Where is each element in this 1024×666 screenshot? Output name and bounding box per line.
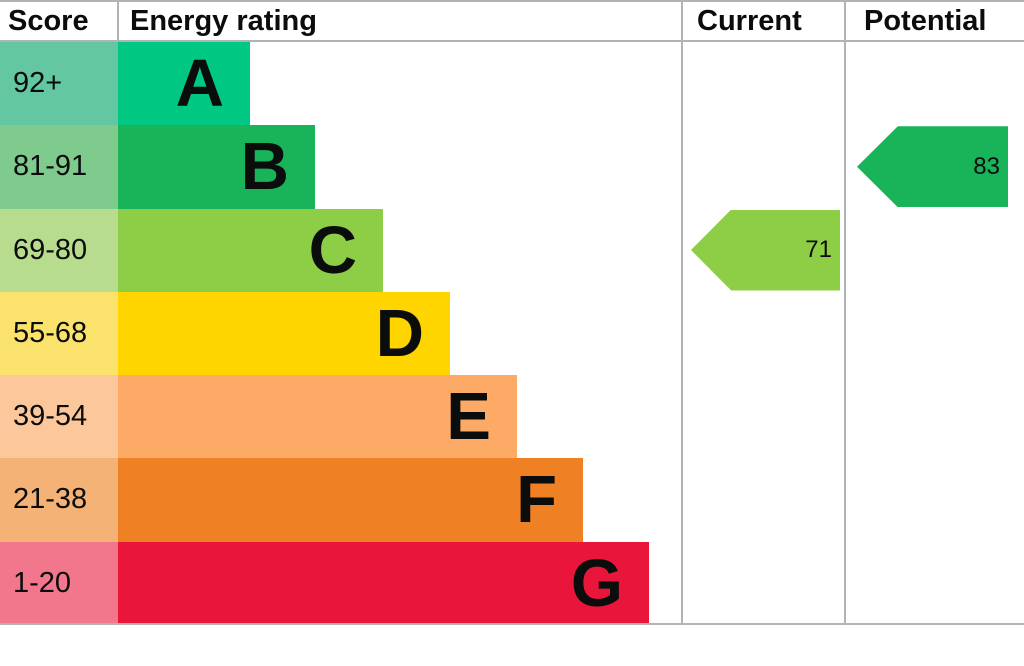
- potential-rating-value: 83: [973, 152, 1000, 180]
- band-letter: E: [446, 379, 491, 455]
- band-row: 81-91 B: [0, 125, 1024, 209]
- current-rating-value: 71: [805, 236, 832, 264]
- band-score-range: 81-91: [0, 125, 118, 209]
- border-header-bottom-line: [0, 40, 1024, 42]
- band-score-range: 69-80: [0, 208, 118, 292]
- band-bar: B: [118, 125, 315, 209]
- header-score: Score: [8, 4, 89, 37]
- band-row: 1-20 G: [0, 541, 1024, 625]
- divider-score-rating: [117, 0, 119, 42]
- band-score-range: 55-68: [0, 291, 118, 376]
- band-letter: D: [375, 295, 424, 371]
- band-bar: C: [118, 208, 383, 292]
- header-energy-rating: Energy rating: [130, 4, 317, 37]
- band-bar: G: [118, 541, 649, 625]
- band-bar: E: [118, 375, 517, 459]
- divider-potential-column: [844, 0, 846, 625]
- border-chart-bottom-line: [0, 623, 1024, 625]
- band-score-range: 92+: [0, 42, 118, 126]
- band-letter: F: [516, 462, 557, 538]
- band-score-range: 39-54: [0, 375, 118, 459]
- band-letter: G: [570, 545, 623, 621]
- header-current: Current: [697, 4, 802, 37]
- band-score-range: 1-20: [0, 541, 118, 625]
- band-bar: D: [118, 291, 450, 376]
- band-letter: A: [175, 46, 224, 122]
- header-potential: Potential: [864, 4, 987, 37]
- band-score-range: 21-38: [0, 458, 118, 542]
- band-row: 69-80 C: [0, 208, 1024, 292]
- band-row: 21-38 F: [0, 458, 1024, 542]
- chart-header: Score Energy rating Current Potential: [0, 0, 1024, 42]
- divider-current-column: [681, 0, 683, 625]
- band-letter: B: [240, 129, 289, 205]
- band-rows: 92+ A 81-91 B 69-80 C 55-68 D 39-54: [0, 42, 1024, 625]
- band-bar: A: [118, 42, 250, 126]
- band-bar: F: [118, 458, 583, 542]
- band-row: 39-54 E: [0, 375, 1024, 459]
- band-row: 55-68 D: [0, 291, 1024, 376]
- border-top-line: [0, 0, 1024, 2]
- band-row: 92+ A: [0, 42, 1024, 126]
- band-letter: C: [308, 212, 357, 288]
